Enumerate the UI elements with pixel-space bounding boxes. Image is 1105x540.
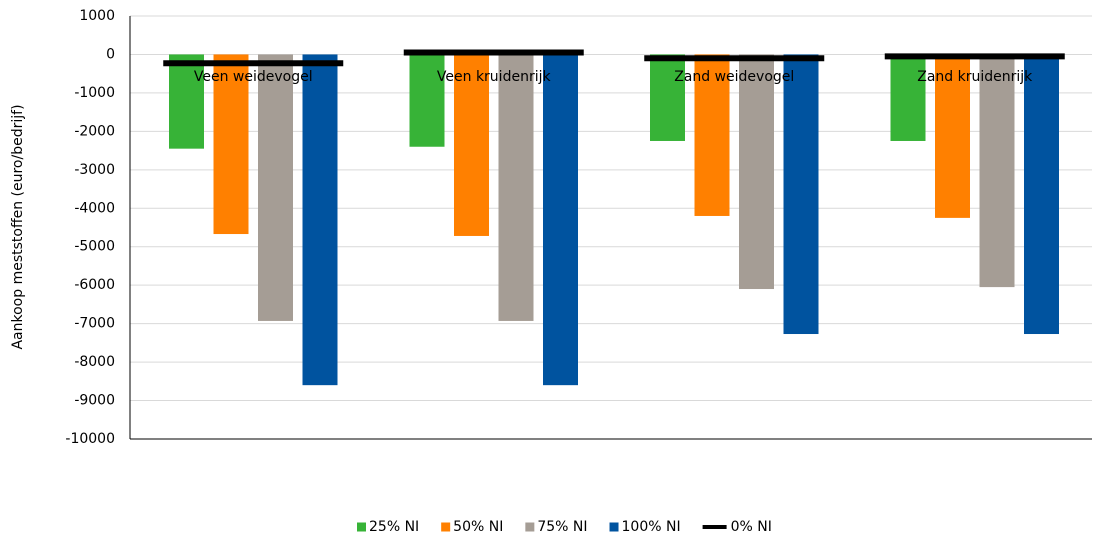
legend-label: 75% NI [537, 519, 587, 535]
y-tick-label: -3000 [74, 162, 115, 178]
bar [783, 54, 819, 335]
y-tick-label: -7000 [74, 316, 115, 332]
bar [213, 54, 249, 235]
legend-label: 0% NI [731, 519, 772, 535]
bar [169, 54, 204, 149]
y-tick-label: -6000 [74, 277, 115, 293]
category-label: Zand weidevogel [674, 69, 794, 85]
y-tick-label: -2000 [74, 123, 115, 139]
y-tick-label: 0 [106, 46, 115, 62]
bar [890, 54, 926, 141]
category-label: Veen weidevogel [194, 69, 313, 85]
bar [935, 54, 970, 218]
legend-label: 100% NI [622, 519, 681, 535]
y-tick-label: -4000 [74, 200, 115, 216]
bar [498, 54, 534, 321]
category-label: Veen kruidenrijk [437, 69, 552, 85]
legend-marker [525, 522, 535, 532]
bar [694, 54, 730, 216]
y-tick-label: -9000 [74, 393, 115, 409]
y-tick-label: -8000 [74, 354, 115, 370]
bar [302, 54, 338, 386]
legend-marker [357, 522, 366, 532]
legend-label: 50% NI [453, 519, 503, 535]
bar [979, 54, 1015, 288]
y-axis-title: Aankoop meststoffen (euro/bedrijf) [10, 104, 26, 349]
bar [650, 54, 685, 141]
bar [543, 54, 578, 386]
bar [409, 54, 445, 147]
bar [1024, 54, 1059, 335]
bar [454, 54, 489, 236]
legend-label: 25% NI [369, 519, 419, 535]
legend-marker [441, 522, 451, 532]
bar [739, 54, 774, 290]
legend-marker [609, 522, 619, 532]
y-tick-label: -1000 [74, 85, 115, 101]
y-tick-label: -10000 [65, 431, 115, 447]
bar [258, 54, 293, 321]
y-tick-label: -5000 [74, 239, 115, 255]
category-label: Zand kruidenrijk [917, 69, 1033, 85]
y-tick-label: 1000 [79, 8, 115, 24]
